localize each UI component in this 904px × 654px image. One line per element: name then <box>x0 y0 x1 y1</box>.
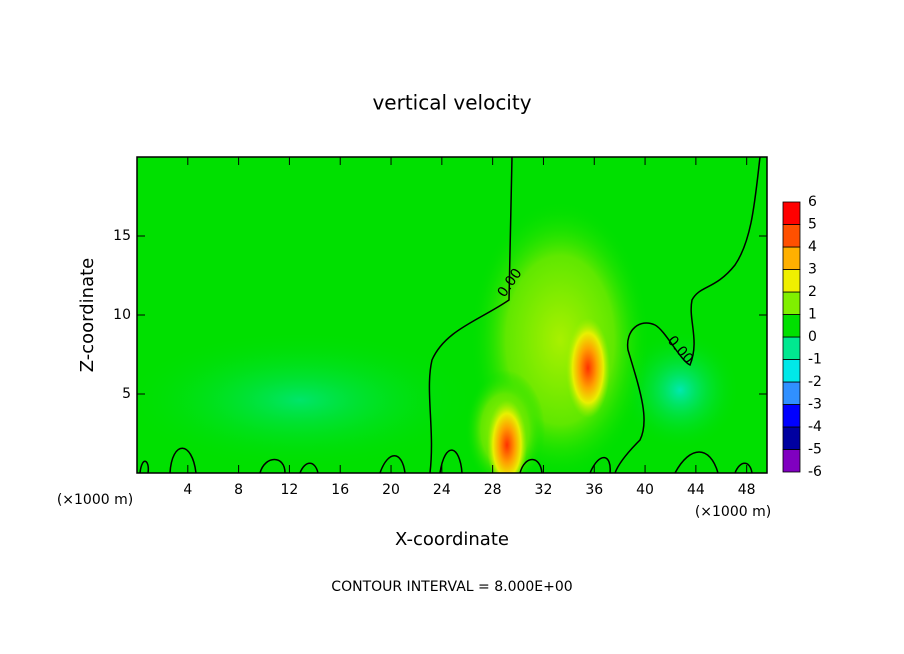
chart-title: vertical velocity <box>372 91 531 115</box>
x-tick-label: 48 <box>738 482 756 498</box>
colorbar-cell <box>782 426 801 450</box>
colorbar-cell <box>782 449 801 473</box>
colorbar-cell <box>782 314 801 338</box>
footer: CONTOUR INTERVAL = 8.000E+00 <box>331 579 572 595</box>
x-tick-label: 12 <box>281 482 299 498</box>
colorbar-label: -1 <box>808 352 822 368</box>
x-tick-label: 28 <box>484 482 502 498</box>
colorbar-label: -5 <box>808 442 822 458</box>
colorbar-label: 5 <box>808 217 817 233</box>
colorbar-cell <box>782 201 801 225</box>
colorbar-label: 3 <box>808 262 817 278</box>
x-tick-label: 16 <box>331 482 349 498</box>
colorbar-cell <box>782 404 801 428</box>
x-tick-label: 24 <box>433 482 451 498</box>
x-tick-label: 8 <box>234 482 243 498</box>
colorbar-label: -2 <box>808 374 822 390</box>
colorbar-label: 1 <box>808 307 817 323</box>
colorbar-label: 0 <box>808 329 817 345</box>
y-tick-label: 15 <box>113 228 131 244</box>
x-unit-label: (×1000 m) <box>695 504 771 520</box>
colorbar-cell <box>782 381 801 405</box>
colorbar-label: -4 <box>808 419 822 435</box>
y-tick-label: 10 <box>113 307 131 323</box>
colorbar-cell <box>782 269 801 293</box>
colorbar-cell <box>782 359 801 383</box>
x-tick-label: 40 <box>636 482 654 498</box>
colorbar-label: -3 <box>808 397 822 413</box>
x-tick-label: 32 <box>535 482 553 498</box>
colorbar-cell <box>782 224 801 248</box>
colorbar-label: 4 <box>808 239 817 255</box>
x-tick-label: 4 <box>183 482 192 498</box>
y-unit-label: (×1000 m) <box>57 492 133 508</box>
colorbar-cell <box>782 246 801 270</box>
colorbar-cell <box>782 291 801 315</box>
colorbar-cell <box>782 336 801 360</box>
contour-field <box>137 157 767 473</box>
y-axis-label: Z-coordinate <box>77 258 98 373</box>
colorbar-label: -6 <box>808 464 822 480</box>
colorbar-label: 6 <box>808 194 817 210</box>
x-tick-label: 36 <box>585 482 603 498</box>
colorbar-label: 2 <box>808 284 817 300</box>
x-tick-label: 44 <box>687 482 705 498</box>
x-tick-label: 20 <box>382 482 400 498</box>
x-axis-label: X-coordinate <box>395 529 509 550</box>
y-tick-label: 5 <box>122 386 131 402</box>
